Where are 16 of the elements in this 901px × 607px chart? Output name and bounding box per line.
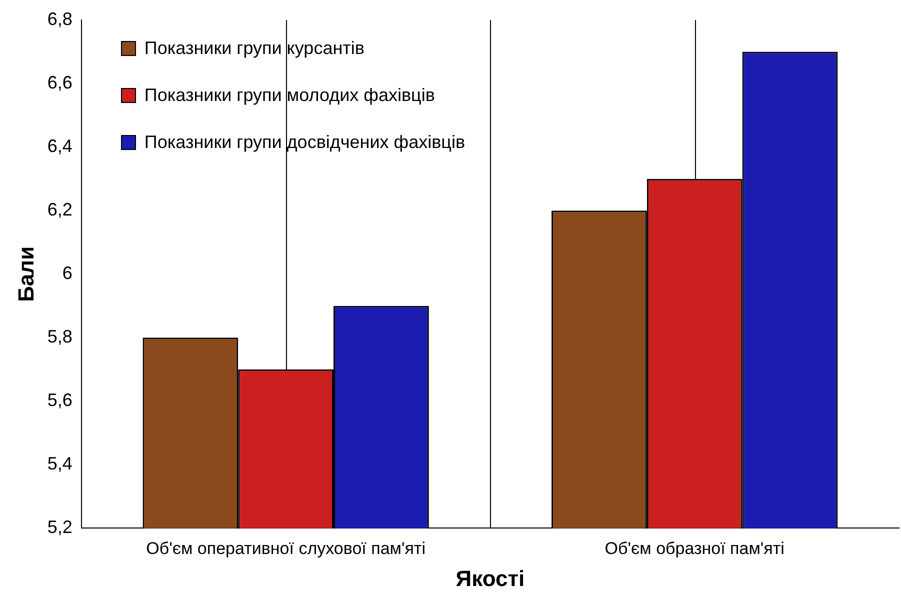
- y-tick-label: 5,6: [47, 390, 72, 410]
- y-tick-label: 6: [62, 263, 72, 284]
- y-tick-label: 5,2: [47, 517, 72, 538]
- legend-label: Показники групи досвідчених фахівців: [144, 132, 466, 153]
- y-tick-label: 6,8: [47, 8, 72, 29]
- y-tick-label: 6,2: [47, 200, 72, 220]
- y-tick-label: 6,4: [47, 136, 72, 156]
- y-axis-title: Бали: [13, 246, 38, 302]
- x-tick-label: Об'єм образної пам'яті: [604, 539, 784, 558]
- legend-label: Показники групи курсантів: [144, 38, 364, 59]
- y-tick-label: 5,8: [47, 326, 72, 347]
- legend-label: Показники групи молодих фахівців: [144, 85, 435, 106]
- x-axis-title: Якості: [456, 566, 525, 591]
- y-tick-label: 5,4: [47, 454, 72, 474]
- x-tick-label: Об'єм оперативної слухової пам'яті: [146, 539, 426, 558]
- y-tick-label: 6,6: [47, 72, 72, 92]
